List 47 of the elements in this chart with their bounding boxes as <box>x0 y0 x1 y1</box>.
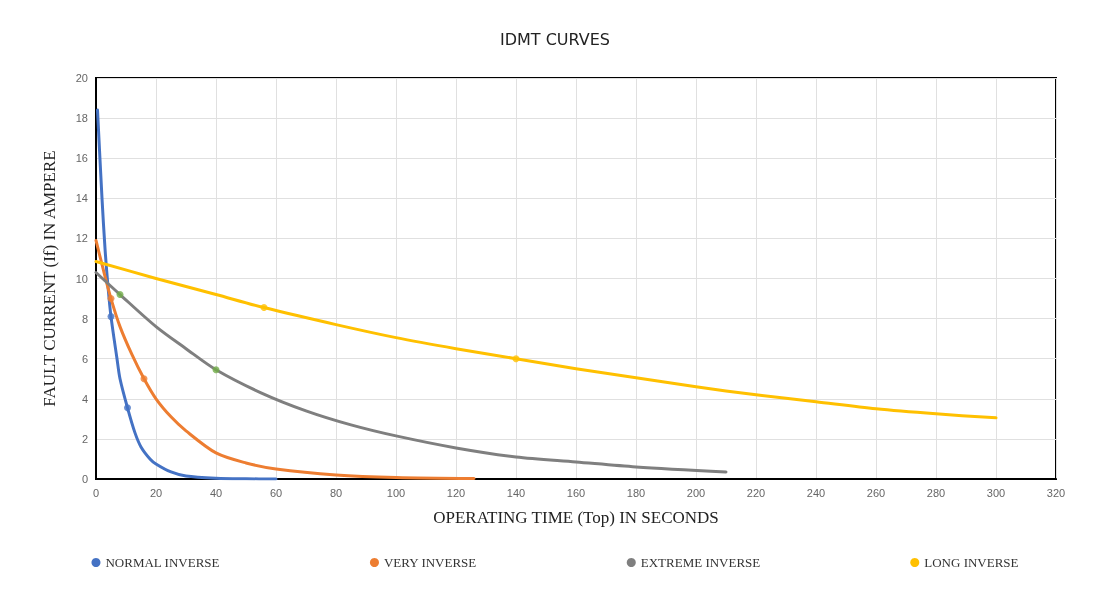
x-tick-label: 120 <box>446 486 466 499</box>
x-tick-label: 180 <box>626 486 646 499</box>
legend-label: VERY INVERSE <box>383 555 477 570</box>
y-tick-label: 16 <box>75 152 88 165</box>
line-series <box>94 259 998 420</box>
point <box>124 404 131 412</box>
x-tick-label: 160 <box>566 486 586 499</box>
point <box>107 295 115 303</box>
line-series <box>94 270 728 474</box>
x-tick-label: 20 <box>149 486 163 499</box>
point <box>107 313 115 321</box>
y-axis-title: FAULT CURRENT (If) IN AMPERE <box>40 150 59 407</box>
point <box>140 375 148 383</box>
y-tick-label: 18 <box>75 112 88 125</box>
x-tick-label: 60 <box>269 486 283 499</box>
y-tick-label: 14 <box>75 192 88 205</box>
line-series <box>94 238 476 481</box>
x-tick-label: 100 <box>386 486 406 499</box>
legend-label: NORMAL INVERSE <box>105 555 220 570</box>
x-tick-label: 260 <box>866 486 886 499</box>
point <box>512 355 520 363</box>
x-tick-label: 300 <box>986 486 1006 499</box>
y-tick-label: 6 <box>81 352 88 365</box>
chart-title: IDMT CURVES <box>499 29 611 49</box>
point <box>116 291 124 299</box>
x-tick-label: 0 <box>92 486 100 499</box>
legend-label: LONG INVERSE <box>924 555 1019 570</box>
line-series <box>96 108 278 481</box>
y-tick-label: 0 <box>81 473 88 485</box>
y-tick-label: 12 <box>75 232 88 245</box>
y-tick-label: 10 <box>75 272 88 285</box>
point <box>212 366 220 374</box>
y-tick-label: 4 <box>81 392 88 405</box>
y-tick-label: 2 <box>81 432 88 445</box>
x-tick-label: 220 <box>746 486 766 499</box>
point <box>260 304 268 312</box>
x-tick-label: 200 <box>686 486 706 499</box>
x-tick-label: 320 <box>1046 486 1066 499</box>
y-tick-label: 20 <box>75 72 88 84</box>
y-tick-label: 8 <box>81 312 88 325</box>
x-tick-label: 40 <box>209 486 223 499</box>
x-axis-title: OPERATING TIME (Top) IN SECONDS <box>433 508 719 527</box>
legend-label: EXTREME INVERSE <box>640 555 761 570</box>
x-tick-label: 240 <box>806 486 826 499</box>
x-tick-label: 140 <box>506 486 526 499</box>
x-tick-label: 280 <box>926 486 946 499</box>
x-tick-label: 80 <box>329 486 343 499</box>
